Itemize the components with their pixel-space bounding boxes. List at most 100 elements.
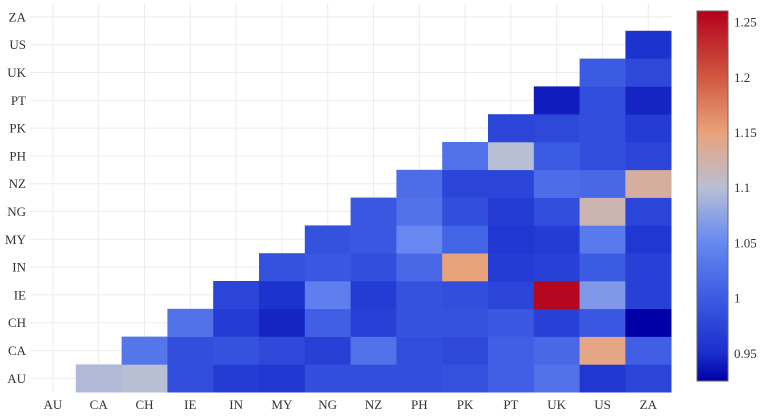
heatmap-cell-my-ch[interactable] bbox=[259, 308, 306, 337]
y-tick-label-ph: PH bbox=[9, 148, 26, 163]
heatmap-cell-ng-ch[interactable] bbox=[304, 308, 351, 337]
y-axis-tick-labels: AU CA CH IE IN MY NG NZ PH PK PT UK US ZA bbox=[5, 9, 27, 385]
heatmap-cell-ch-ca[interactable] bbox=[121, 336, 168, 365]
heatmap-cell-uk-ca[interactable] bbox=[533, 336, 580, 365]
heatmap-cell-pt-my[interactable] bbox=[488, 225, 535, 254]
heatmap-cell-in-ca[interactable] bbox=[213, 336, 260, 365]
heatmap-cell-pt-ie[interactable] bbox=[488, 281, 535, 310]
heatmap-cell-us-ca[interactable] bbox=[579, 336, 626, 365]
heatmap-cell-pk-ch[interactable] bbox=[442, 308, 489, 337]
heatmap-cell-za-ng[interactable] bbox=[625, 197, 672, 226]
colorbar-gradient bbox=[696, 10, 729, 382]
heatmap-cell-ph-nz[interactable] bbox=[396, 169, 443, 198]
heatmap-cell-nz-ca[interactable] bbox=[350, 336, 397, 365]
heatmap-cell-ph-ie[interactable] bbox=[396, 281, 443, 310]
heatmap-cell-uk-ch[interactable] bbox=[533, 308, 580, 337]
heatmap-cell-pk-ph[interactable] bbox=[442, 142, 489, 171]
heatmap-cell-nz-my[interactable] bbox=[350, 225, 397, 254]
heatmap-cell-uk-ng[interactable] bbox=[533, 197, 580, 226]
heatmap-cell-pk-nz[interactable] bbox=[442, 169, 489, 198]
heatmap-cell-ng-my[interactable] bbox=[304, 225, 351, 254]
heatmap-cell-us-ch[interactable] bbox=[579, 308, 626, 337]
heatmap-cell-us-ph[interactable] bbox=[579, 142, 626, 171]
heatmap-cell-za-pk[interactable] bbox=[625, 114, 672, 143]
heatmap-cell-in-au[interactable] bbox=[213, 364, 260, 393]
x-tick-label-ch: CH bbox=[135, 397, 153, 412]
heatmap-cell-my-ie[interactable] bbox=[259, 281, 306, 310]
x-tick-label-nz: NZ bbox=[365, 397, 382, 412]
heatmap-cell-ng-au[interactable] bbox=[304, 364, 351, 393]
heatmap-cell-za-ph[interactable] bbox=[625, 142, 672, 171]
heatmap-cell-pk-in[interactable] bbox=[442, 253, 489, 282]
heatmap-cell-my-au[interactable] bbox=[259, 364, 306, 393]
heatmap-cell-nz-ie[interactable] bbox=[350, 281, 397, 310]
heatmap-cell-in-ch[interactable] bbox=[213, 308, 260, 337]
heatmap-cell-us-pk[interactable] bbox=[579, 114, 626, 143]
heatmap-cell-us-au[interactable] bbox=[579, 364, 626, 393]
heatmap-cell-uk-in[interactable] bbox=[533, 253, 580, 282]
heatmap-cell-my-in[interactable] bbox=[259, 253, 306, 282]
heatmap-cell-uk-pt[interactable] bbox=[533, 86, 580, 115]
heatmap-cell-ph-ng[interactable] bbox=[396, 197, 443, 226]
heatmap-cell-ng-ca[interactable] bbox=[304, 336, 351, 365]
heatmap-cell-za-nz[interactable] bbox=[625, 169, 672, 198]
heatmap-cell-us-ng[interactable] bbox=[579, 197, 626, 226]
heatmap-cell-ie-ch[interactable] bbox=[167, 308, 214, 337]
heatmap-cell-ng-in[interactable] bbox=[304, 253, 351, 282]
heatmap-cell-ph-au[interactable] bbox=[396, 364, 443, 393]
heatmap-cell-za-ch[interactable] bbox=[625, 308, 672, 337]
heatmap-cell-ng-ie[interactable] bbox=[304, 281, 351, 310]
heatmap-cell-pk-ca[interactable] bbox=[442, 336, 489, 365]
heatmap-cell-za-ie[interactable] bbox=[625, 281, 672, 310]
heatmap-cell-za-in[interactable] bbox=[625, 253, 672, 282]
heatmap-cell-uk-nz[interactable] bbox=[533, 169, 580, 198]
heatmap-cell-pk-my[interactable] bbox=[442, 225, 489, 254]
heatmap-cell-pk-ie[interactable] bbox=[442, 281, 489, 310]
heatmap-cell-nz-au[interactable] bbox=[350, 364, 397, 393]
heatmap-cell-ie-au[interactable] bbox=[167, 364, 214, 393]
heatmap-cell-us-my[interactable] bbox=[579, 225, 626, 254]
heatmap-cell-ph-my[interactable] bbox=[396, 225, 443, 254]
x-tick-label-pt: PT bbox=[503, 397, 518, 412]
heatmap-cell-in-ie[interactable] bbox=[213, 281, 260, 310]
heatmap-cell-pt-ph[interactable] bbox=[488, 142, 535, 171]
heatmap-cell-za-my[interactable] bbox=[625, 225, 672, 254]
heatmap-cell-nz-in[interactable] bbox=[350, 253, 397, 282]
x-tick-label-ng: NG bbox=[318, 397, 337, 412]
heatmap-cell-pt-in[interactable] bbox=[488, 253, 535, 282]
heatmap-cell-za-uk[interactable] bbox=[625, 58, 672, 87]
heatmap-cell-za-pt[interactable] bbox=[625, 86, 672, 115]
heatmap-cell-ie-ca[interactable] bbox=[167, 336, 214, 365]
heatmap-cell-ph-ch[interactable] bbox=[396, 308, 443, 337]
heatmap-cell-za-us[interactable] bbox=[625, 30, 672, 59]
heatmap-cell-ph-in[interactable] bbox=[396, 253, 443, 282]
heatmap-cell-uk-my[interactable] bbox=[533, 225, 580, 254]
heatmap-cell-uk-ph[interactable] bbox=[533, 142, 580, 171]
heatmap-cell-ca-au[interactable] bbox=[75, 364, 122, 393]
heatmap-cell-us-ie[interactable] bbox=[579, 281, 626, 310]
heatmap-cell-za-ca[interactable] bbox=[625, 336, 672, 365]
heatmap-cell-us-uk[interactable] bbox=[579, 58, 626, 87]
heatmap-cell-pt-ca[interactable] bbox=[488, 336, 535, 365]
heatmap-cell-pk-au[interactable] bbox=[442, 364, 489, 393]
heatmap-cell-pk-ng[interactable] bbox=[442, 197, 489, 226]
heatmap-cell-us-in[interactable] bbox=[579, 253, 626, 282]
heatmap-cell-us-pt[interactable] bbox=[579, 86, 626, 115]
heatmap-cell-ch-au[interactable] bbox=[121, 364, 168, 393]
heatmap-cell-pt-nz[interactable] bbox=[488, 169, 535, 198]
heatmap-cell-uk-ie[interactable] bbox=[533, 281, 580, 310]
heatmap-cell-za-au[interactable] bbox=[625, 364, 672, 393]
x-tick-label-ph: PH bbox=[411, 397, 428, 412]
heatmap-cell-uk-au[interactable] bbox=[533, 364, 580, 393]
heatmap-cell-nz-ng[interactable] bbox=[350, 197, 397, 226]
heatmap-cell-my-ca[interactable] bbox=[259, 336, 306, 365]
x-tick-label-us: US bbox=[594, 397, 611, 412]
heatmap-cell-pt-ch[interactable] bbox=[488, 308, 535, 337]
heatmap-cell-pt-ng[interactable] bbox=[488, 197, 535, 226]
heatmap-cell-uk-pk[interactable] bbox=[533, 114, 580, 143]
heatmap-cell-nz-ch[interactable] bbox=[350, 308, 397, 337]
heatmap-cell-us-nz[interactable] bbox=[579, 169, 626, 198]
heatmap-cell-ph-ca[interactable] bbox=[396, 336, 443, 365]
heatmap-cell-pt-pk[interactable] bbox=[488, 114, 535, 143]
heatmap-cell-pt-au[interactable] bbox=[488, 364, 535, 393]
